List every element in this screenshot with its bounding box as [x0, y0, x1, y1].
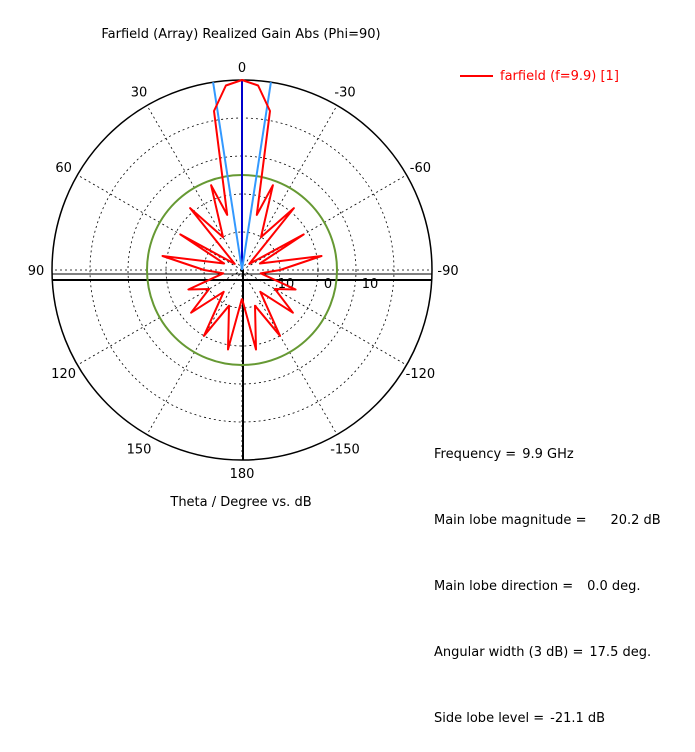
angle-tick-label: -60	[410, 161, 431, 176]
beam-edge-line	[212, 82, 243, 271]
angle-tick-label: -120	[406, 367, 436, 382]
polar-chart: Farfield (Array) Realized Gain Abs (Phi=…	[28, 27, 619, 510]
legend-label: farfield (f=9.9) [1]	[500, 69, 619, 84]
angle-tick-label: 60	[55, 161, 72, 176]
beam-edge-line	[241, 82, 272, 271]
angle-tick-label: 30	[131, 86, 148, 101]
x-axis-label: Theta / Degree vs. dB	[169, 495, 311, 510]
angle-tick-label: 150	[127, 442, 152, 457]
direction-label: Main lobe direction =	[434, 579, 574, 594]
sidelobe-value: -21.1 dB	[550, 711, 606, 726]
angle-tick-label: -150	[330, 442, 360, 457]
legend: farfield (f=9.9) [1]	[460, 69, 619, 84]
width-label: Angular width (3 dB) =	[434, 645, 584, 660]
magnitude-label: Main lobe magnitude =	[434, 513, 587, 528]
angle-tick-label: 180	[230, 467, 255, 482]
radial-tick-label: 0	[324, 277, 332, 292]
series-curves	[161, 79, 323, 351]
angle-tick-label: -90	[437, 264, 458, 279]
angle-tick-label: 90	[28, 264, 45, 279]
angle-tick-label: 0	[238, 61, 246, 76]
frequency-label: Frequency =	[434, 447, 517, 462]
angle-tick-label: -30	[334, 86, 355, 101]
radial-tick-label: 10	[362, 277, 379, 292]
frequency-value: 9.9 GHz	[522, 447, 574, 462]
info-panel: Frequency = 9.9 GHz Main lobe magnitude =…	[434, 400, 661, 752]
sidelobe-label: Side lobe level =	[434, 711, 545, 726]
farfield-curve	[161, 79, 323, 351]
angle-tick-label: 120	[51, 367, 76, 382]
magnitude-value: 20.2 dB	[610, 513, 661, 528]
width-value: 17.5 deg.	[589, 645, 652, 660]
chart-title: Farfield (Array) Realized Gain Abs (Phi=…	[101, 27, 380, 42]
direction-value: 0.0 deg.	[587, 579, 641, 594]
